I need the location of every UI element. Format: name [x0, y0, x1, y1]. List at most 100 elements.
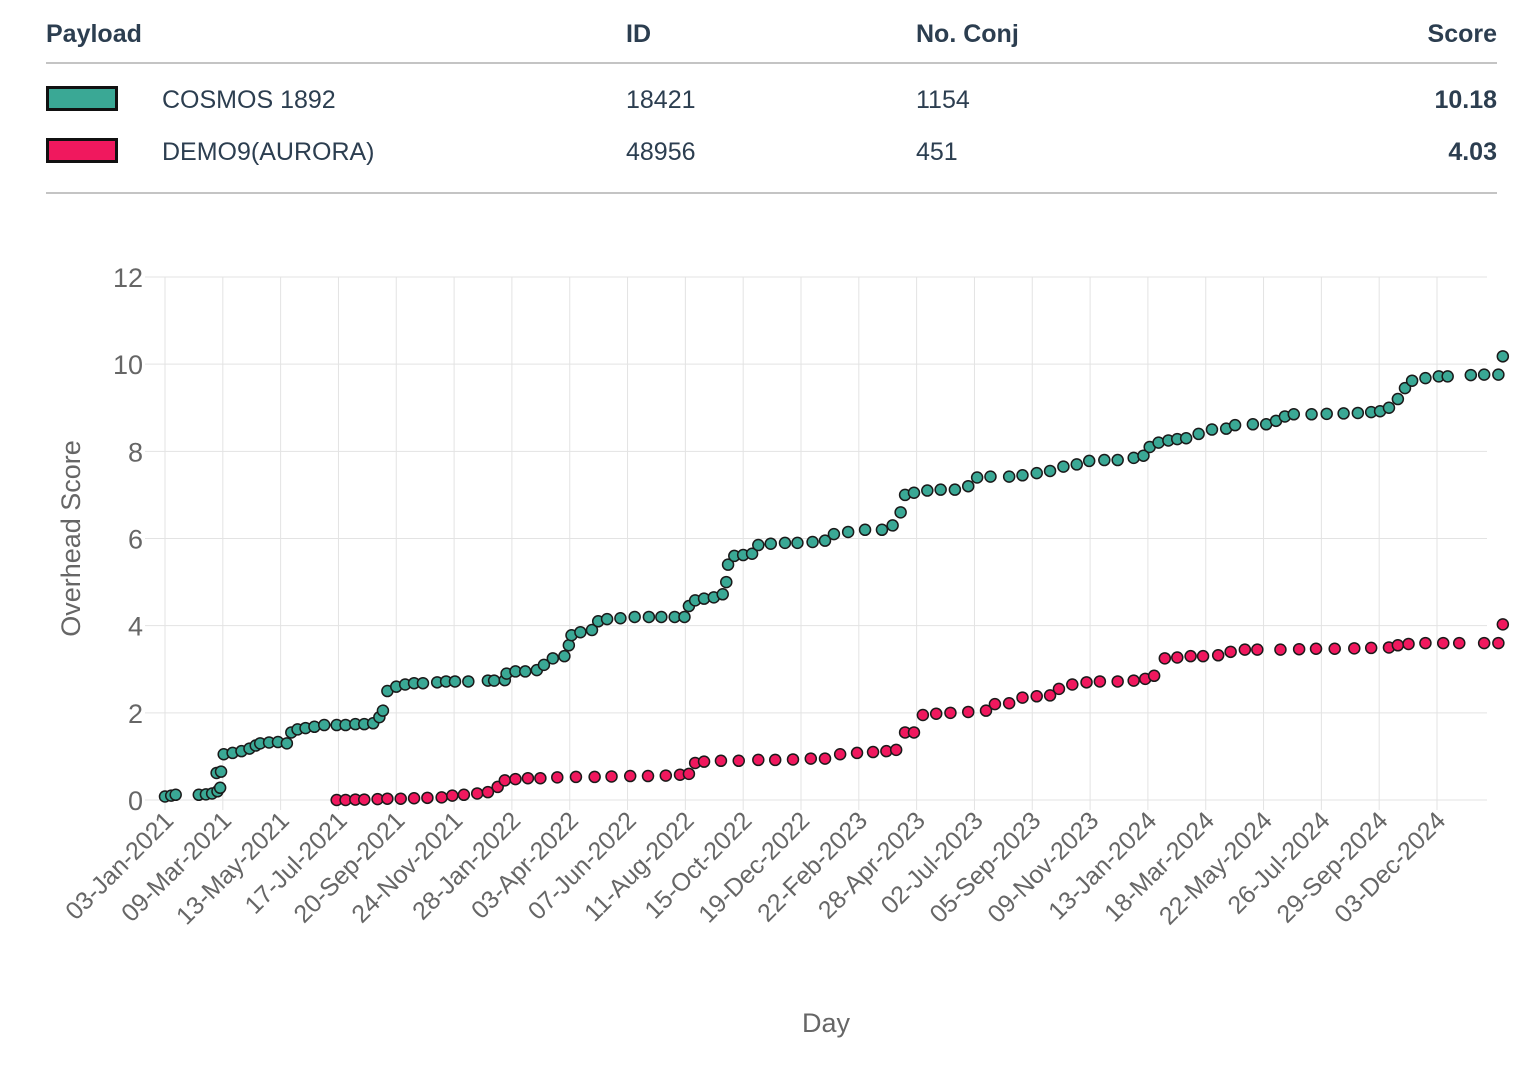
cosmos-point [1441, 370, 1454, 383]
demo9-point [1158, 652, 1172, 665]
scatter-chart: 02468101203-Jan-202109-Mar-202113-May-20… [56, 263, 1510, 1038]
cosmos-point [886, 519, 899, 532]
payload-table: Payload ID No. Conj Score COSMOS 1892 18… [46, 12, 1497, 194]
demo9-point [697, 755, 711, 768]
demo9-point [804, 752, 818, 765]
cosmos-point [1496, 350, 1510, 363]
demo9-point [866, 745, 880, 759]
cosmos-point [1305, 408, 1318, 421]
cosmos-point [745, 547, 759, 561]
cosmos-point [894, 506, 907, 519]
cosmos-point [1477, 368, 1491, 381]
demo9-point [358, 793, 371, 806]
cosmos-point [1391, 392, 1405, 406]
cosmos-point [818, 534, 832, 547]
header-conj[interactable]: No. Conj [916, 20, 1019, 48]
cosmos-point [376, 704, 390, 717]
demo9-point [1292, 642, 1306, 656]
demo9-point [623, 769, 637, 783]
demo9-point [818, 752, 832, 765]
cosmos-point [642, 610, 656, 624]
cosmos-point [416, 676, 430, 690]
demo9-point [659, 769, 673, 782]
cosmos-point [574, 625, 587, 639]
demo9-point [752, 753, 765, 767]
header-score[interactable]: Score [1427, 20, 1497, 48]
demo9-point [714, 754, 728, 768]
demo9-point [916, 708, 930, 722]
series-swatch [46, 138, 118, 163]
y-tick-label: 12 [113, 263, 143, 293]
demo9-point [1016, 691, 1029, 704]
cosmos-point [1337, 407, 1350, 420]
demo9-point [381, 792, 394, 805]
demo9-point [1496, 618, 1510, 631]
demo9-point [944, 706, 957, 720]
cosmos-point [875, 523, 889, 537]
demo9-point [1492, 636, 1505, 650]
cosmos-point [1057, 460, 1070, 473]
cosmos-point [546, 652, 560, 665]
demo9-point [1224, 645, 1237, 659]
demo9-point [768, 753, 782, 767]
demo9-point [889, 743, 903, 757]
demo9-point [1052, 682, 1066, 696]
payload-score: 4.03 [1448, 138, 1497, 166]
cosmos-point [628, 610, 641, 624]
demo9-point [470, 787, 484, 800]
y-tick-label: 0 [128, 786, 143, 816]
cosmos-point [1398, 381, 1412, 395]
demo9-point [569, 770, 583, 784]
demo9-point [435, 791, 448, 804]
header-id[interactable]: ID [626, 20, 651, 48]
cosmos-point [169, 788, 182, 802]
payload-score: 10.18 [1434, 86, 1497, 114]
cosmos-point [1002, 470, 1016, 483]
y-tick-label: 4 [128, 612, 143, 642]
table-row[interactable]: DEMO9(AURORA) 48956 451 4.03 [46, 126, 1497, 178]
demo9-point [446, 789, 459, 802]
demo9-point [641, 769, 655, 783]
cosmos-point [1043, 464, 1057, 478]
demo9-point [1251, 643, 1264, 656]
cosmos-point [585, 623, 599, 637]
table-row[interactable]: COSMOS 1892 18421 1154 10.18 [46, 74, 1497, 126]
demo9-point [1030, 690, 1043, 703]
demo9-point [457, 788, 471, 802]
cosmos-point [948, 483, 962, 496]
demo9-point [1452, 636, 1466, 650]
cosmos-point [791, 536, 804, 550]
cosmos-point [716, 588, 729, 601]
demo9-point [1127, 674, 1140, 687]
y-tick-label: 6 [128, 525, 143, 555]
cosmos-point [280, 737, 294, 750]
demo9-point [605, 770, 618, 783]
demo9-point [1309, 642, 1323, 656]
demo9-point [1477, 636, 1491, 650]
table-header: Payload ID No. Conj Score [46, 12, 1497, 64]
cosmos-point [614, 612, 627, 625]
cosmos-point [984, 470, 997, 483]
cosmos-point [600, 612, 614, 626]
y-tick-label: 10 [113, 350, 143, 380]
demo9-point [682, 767, 696, 781]
cosmos-point [214, 765, 228, 778]
demo9-point [1111, 675, 1124, 688]
y-tick-label: 8 [128, 437, 143, 467]
y-tick-label: 2 [128, 699, 143, 729]
demo9-point [1419, 636, 1432, 650]
demo9-point [1080, 676, 1093, 689]
demo9-point [521, 771, 535, 785]
cosmos-point [487, 674, 501, 687]
payload-id: 48956 [626, 138, 696, 166]
cosmos-point [841, 525, 855, 539]
demo9-point [1002, 696, 1016, 710]
demo9-point [1211, 649, 1225, 662]
cosmos-point [1492, 368, 1505, 381]
demo9-point [1043, 689, 1057, 702]
series-swatch [46, 86, 118, 111]
demo9-point [850, 746, 864, 760]
table-bottom-rule [46, 178, 1497, 194]
header-payload[interactable]: Payload [46, 20, 142, 48]
cosmos-point [1205, 423, 1219, 436]
